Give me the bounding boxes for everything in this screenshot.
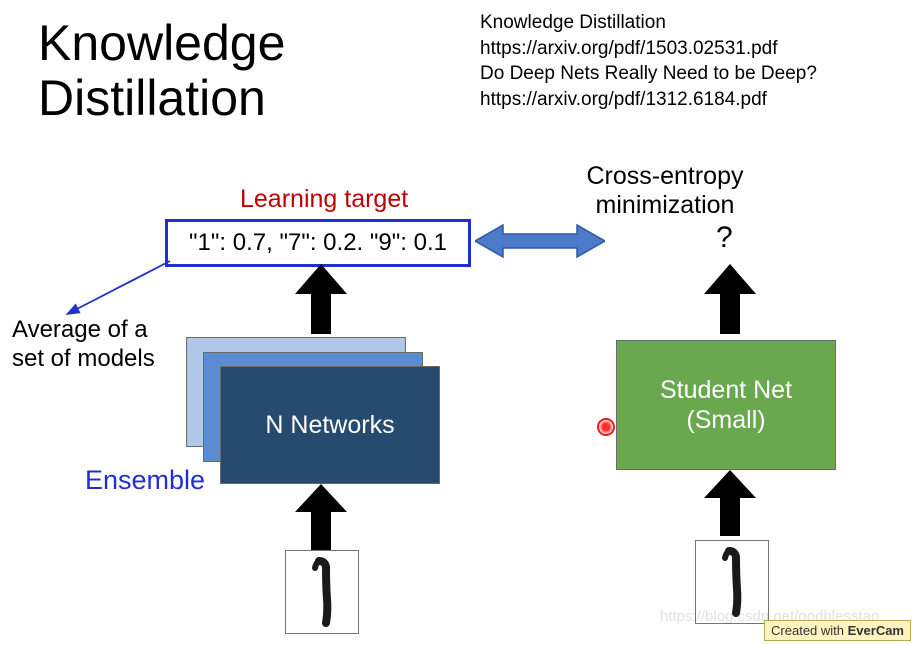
- avg-line2: set of models: [12, 345, 155, 372]
- arrow-up-teacher-top: [281, 260, 361, 340]
- arrow-up-student-bottom: [690, 468, 770, 540]
- student-label-line1: Student Net: [660, 376, 792, 404]
- credit-prefix: Created with: [771, 623, 848, 638]
- ensemble-label: Ensemble: [85, 465, 205, 496]
- input-digit-left: [285, 550, 359, 634]
- student-label-line2: (Small): [686, 406, 765, 434]
- credit-box: Created with EverCam: [764, 620, 911, 641]
- student-network-box: Student Net (Small): [616, 340, 836, 470]
- teacher-network-box: N Networks: [220, 366, 440, 484]
- arrow-up-student-top: [690, 260, 770, 340]
- avg-of-models-label: Average of a set of models: [12, 316, 155, 374]
- cursor-dot-icon: [597, 418, 615, 436]
- teacher-network-label: N Networks: [265, 411, 394, 440]
- arrow-up-teacher-bottom: [281, 482, 361, 554]
- double-arrow-icon: [475, 223, 605, 259]
- digit-one-icon: [286, 551, 358, 633]
- credit-brand: EverCam: [848, 623, 904, 638]
- avg-line1: Average of a: [12, 316, 148, 343]
